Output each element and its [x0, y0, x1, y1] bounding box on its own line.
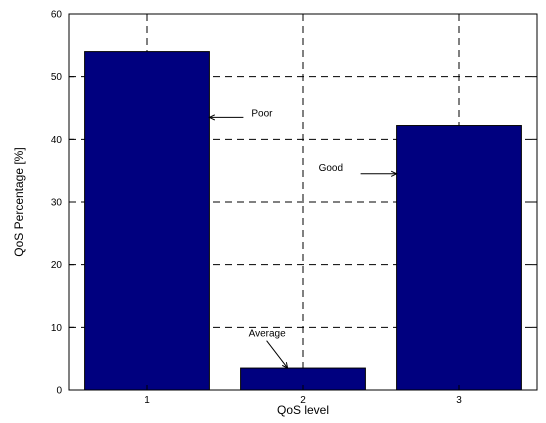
x-tick-label: 3: [456, 395, 462, 406]
bar-3: [396, 125, 522, 391]
annotation-poor: Poor: [251, 108, 273, 119]
y-tick-label: 40: [51, 135, 63, 146]
bars: [84, 51, 522, 391]
ticks: 0 10 20 30 40 50 60 1 2 3: [51, 10, 537, 406]
poor-arrow: [208, 114, 244, 121]
y-tick-label: 0: [56, 386, 62, 397]
y-tick-label: 50: [51, 72, 63, 83]
good-arrow: [360, 170, 398, 177]
y-tick-label: 30: [51, 198, 63, 209]
average-arrow: [266, 340, 289, 369]
annotation-average: Average: [249, 329, 287, 340]
annotation-good: Good: [319, 163, 343, 174]
y-tick-label: 60: [51, 10, 63, 21]
x-tick-label: 2: [300, 395, 306, 406]
annotations: Poor Average Good: [208, 108, 398, 369]
x-axis-label: QoS level: [277, 403, 329, 417]
y-tick-label: 10: [51, 323, 63, 334]
bar-1: [84, 51, 210, 391]
y-axis-label: QoS Percentage [%]: [12, 147, 26, 256]
x-tick-label: 1: [144, 395, 150, 406]
y-tick-label: 20: [51, 260, 63, 271]
